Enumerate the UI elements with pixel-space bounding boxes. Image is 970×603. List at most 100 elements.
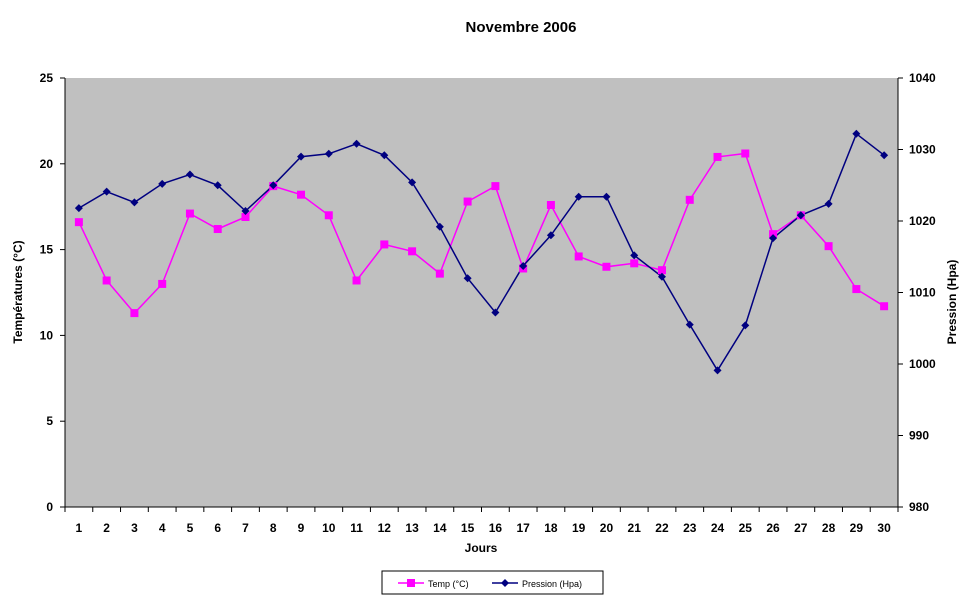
x-tick-label: 8 — [270, 521, 277, 535]
x-tick-label: 23 — [683, 521, 697, 535]
x-tick-label: 25 — [739, 521, 753, 535]
point-pressure — [741, 321, 750, 330]
point-temp — [158, 279, 167, 288]
left-axis-label: Températures (°C) — [11, 240, 25, 343]
x-tick-label: 7 — [242, 521, 249, 535]
x-tick-label: 22 — [655, 521, 669, 535]
point-temp — [880, 302, 889, 311]
point-pressure — [352, 139, 361, 148]
x-tick-label: 28 — [822, 521, 836, 535]
point-temp — [408, 247, 417, 256]
right-tick-label: 1030 — [909, 143, 936, 157]
point-temp — [130, 309, 139, 318]
point-temp — [463, 197, 472, 206]
point-temp — [713, 152, 722, 161]
point-pressure — [74, 204, 83, 213]
legend-pressure-label: Pression (Hpa) — [522, 579, 582, 589]
x-tick-label: 21 — [628, 521, 642, 535]
left-tick-label: 5 — [46, 414, 53, 428]
x-tick-label: 12 — [378, 521, 392, 535]
x-axis-ticks: 1 2 3 4 5 6 7 8 9 10 11 12 13 14 15 16 17 18 19 20 21 22 23 24 2… — [64, 507, 899, 535]
point-pressure — [269, 181, 278, 190]
point-pressure — [185, 170, 194, 179]
point-temp — [185, 209, 194, 218]
x-tick-label: 15 — [461, 521, 475, 535]
x-tick-label: 19 — [572, 521, 586, 535]
left-tick-label: 10 — [40, 328, 54, 342]
x-tick-label: 16 — [489, 521, 503, 535]
left-tick-label: 0 — [46, 500, 53, 514]
legend-temp-label: Temp (°C) — [428, 579, 469, 589]
point-temp — [657, 266, 666, 275]
point-temp — [435, 269, 444, 278]
point-temp — [241, 212, 250, 221]
series-line-temp — [78, 152, 885, 315]
plot-area — [65, 78, 898, 507]
x-axis-label: Jours — [465, 541, 498, 555]
x-tick-label: 3 — [131, 521, 138, 535]
left-tick-label: 20 — [40, 157, 54, 171]
point-temp — [297, 190, 306, 199]
point-temp — [574, 252, 583, 261]
point-pressure — [158, 179, 167, 188]
point-temp — [685, 195, 694, 204]
point-pressure — [380, 151, 389, 160]
x-tick-label: 26 — [766, 521, 780, 535]
x-tick-label: 6 — [214, 521, 221, 535]
point-pressure — [324, 149, 333, 158]
point-temp — [74, 218, 83, 227]
right-tick-label: 980 — [909, 500, 929, 514]
point-temp — [630, 259, 639, 268]
point-pressure — [852, 129, 861, 138]
x-tick-label: 1 — [76, 521, 83, 535]
left-axis-ticks: 0 5 10 15 20 25 — [40, 71, 65, 514]
x-tick-label: 24 — [711, 521, 725, 535]
point-pressure — [657, 272, 666, 281]
series-line-pressure — [78, 132, 885, 372]
point-temp — [824, 242, 833, 251]
right-tick-label: 1020 — [909, 214, 936, 228]
right-axis-label: Pression (Hpa) — [945, 260, 959, 345]
point-pressure — [130, 198, 139, 207]
x-tick-label: 4 — [159, 521, 166, 535]
x-tick-label: 18 — [544, 521, 558, 535]
x-tick-label: 2 — [103, 521, 110, 535]
point-pressure — [241, 206, 250, 215]
point-temp — [741, 149, 750, 158]
point-temp — [352, 276, 361, 285]
point-pressure — [685, 320, 694, 329]
right-tick-label: 1010 — [909, 286, 936, 300]
right-tick-label: 990 — [909, 429, 929, 443]
point-temp — [769, 230, 778, 239]
point-temp — [491, 182, 500, 191]
x-tick-label: 29 — [850, 521, 864, 535]
x-tick-label: 20 — [600, 521, 614, 535]
point-temp — [213, 225, 222, 234]
point-temp — [102, 276, 111, 285]
series-markers — [74, 129, 889, 375]
legend-pressure-marker — [501, 579, 509, 587]
point-pressure — [408, 178, 417, 187]
point-pressure — [213, 181, 222, 190]
point-temp — [546, 200, 555, 209]
x-tick-label: 27 — [794, 521, 808, 535]
x-tick-label: 5 — [187, 521, 194, 535]
point-temp — [602, 262, 611, 271]
point-pressure — [713, 366, 722, 375]
point-pressure — [630, 251, 639, 260]
point-temp — [852, 285, 861, 294]
point-pressure — [463, 274, 472, 283]
point-temp — [380, 240, 389, 249]
point-pressure — [880, 151, 889, 160]
x-tick-label: 11 — [350, 521, 363, 535]
point-temp — [324, 211, 333, 220]
point-pressure — [769, 234, 778, 243]
left-tick-label: 25 — [40, 71, 54, 85]
x-tick-label: 14 — [433, 521, 447, 535]
point-pressure — [546, 231, 555, 240]
legend: Temp (°C) Pression (Hpa) — [381, 570, 604, 595]
point-pressure — [796, 211, 805, 220]
point-pressure — [102, 187, 111, 196]
point-pressure — [297, 152, 306, 161]
